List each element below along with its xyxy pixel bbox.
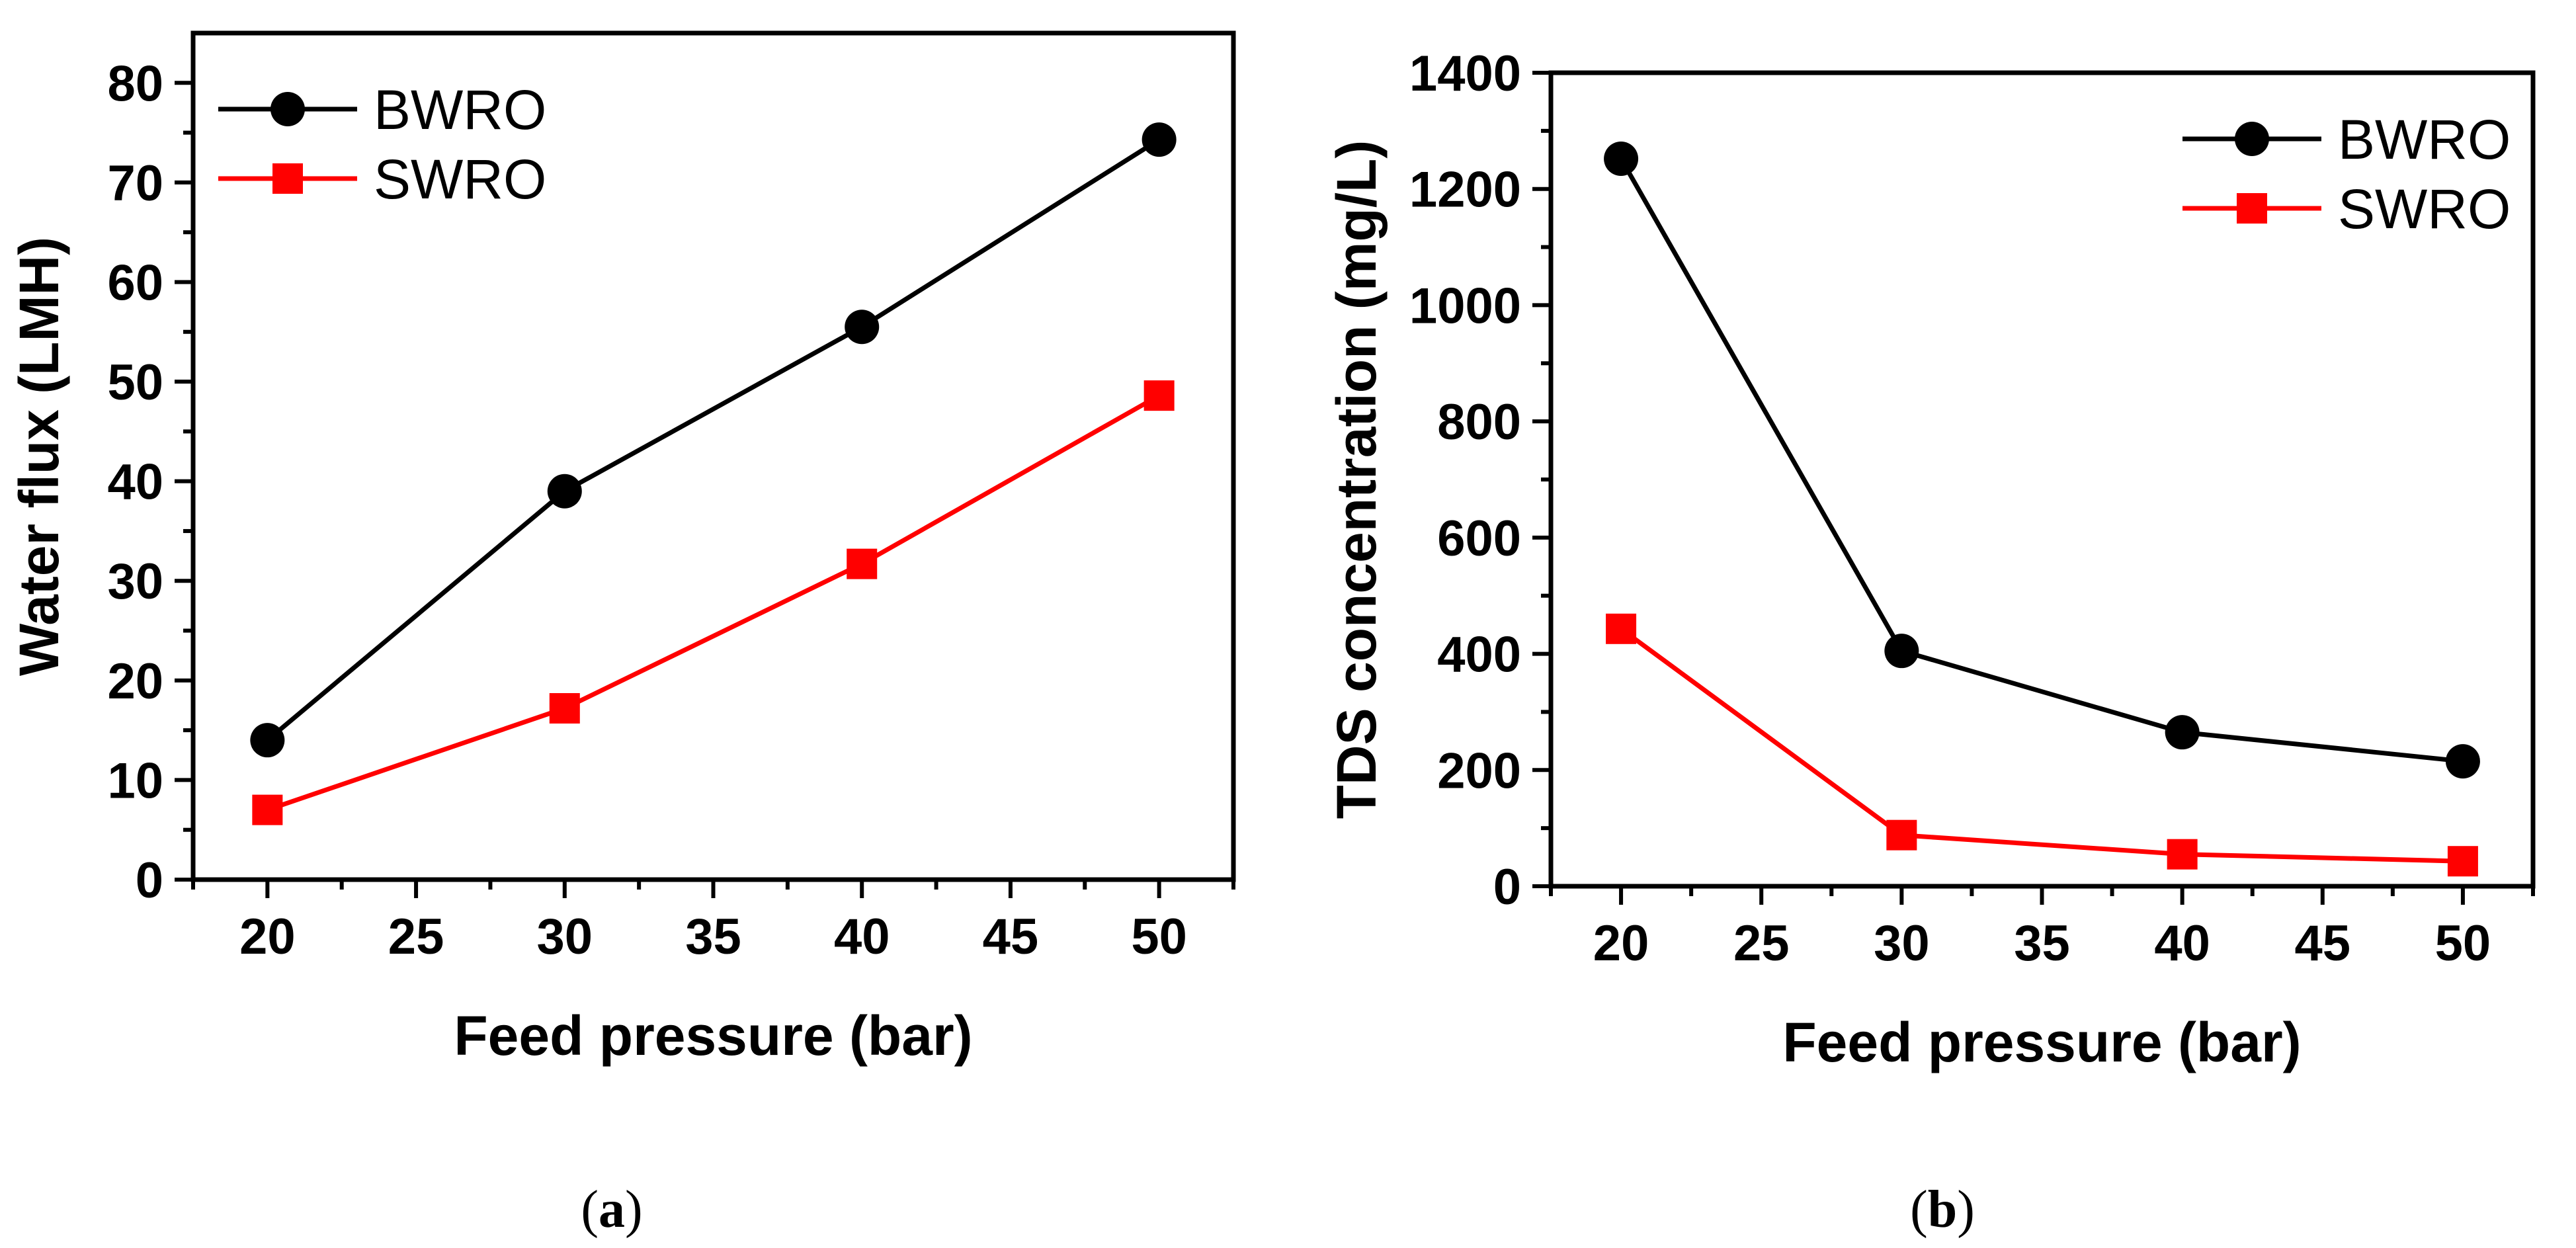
y-axis-title: TDS concentration (mg/L) xyxy=(1325,140,1388,819)
data-point-swro xyxy=(252,794,283,825)
legend-marker-swro xyxy=(2237,193,2267,224)
y-tick-label: 1000 xyxy=(1409,278,1521,334)
series-line-bwro xyxy=(1619,157,2464,764)
y-tick-label: 80 xyxy=(107,56,163,112)
data-point-bwro xyxy=(1884,634,1919,669)
legend-marker-bwro xyxy=(2235,122,2269,156)
x-tick-label: 45 xyxy=(983,909,1039,965)
legend-label-bwro: BWRO xyxy=(2338,108,2511,171)
legend-label-swro: SWRO xyxy=(374,148,546,210)
y-tick-label: 1200 xyxy=(1409,162,1521,218)
data-point-swro xyxy=(1606,613,1637,644)
panel-a: 20 25 30 35 40 45 50 0 10 20 30 40 50 60 70 80 Feed pres… xyxy=(8,30,1236,1239)
data-point-swro xyxy=(549,692,580,724)
x-tick-label: 35 xyxy=(685,909,741,965)
data-point-swro xyxy=(1886,819,1917,851)
data-point-swro xyxy=(847,548,878,579)
data-point-bwro xyxy=(2165,715,2200,750)
series-line-swro xyxy=(267,394,1161,812)
x-tick-label: 40 xyxy=(2154,915,2210,972)
x-tick-label: 25 xyxy=(1733,915,1790,972)
x-tick-label: 25 xyxy=(388,909,444,965)
x-tick-label: 50 xyxy=(1131,909,1187,965)
y-tick-label: 200 xyxy=(1437,743,1521,799)
y-tick-label: 60 xyxy=(107,255,163,311)
data-point-bwro xyxy=(845,310,880,345)
x-tick-label: 20 xyxy=(239,909,296,965)
y-tick-label: 40 xyxy=(107,454,163,511)
x-tick-label: 20 xyxy=(1593,915,1649,972)
data-point-swro xyxy=(1143,380,1175,411)
plot-frame xyxy=(190,30,1236,882)
data-point-bwro xyxy=(2445,744,2480,779)
x-tick-label: 35 xyxy=(2014,915,2070,972)
x-axis-title: Feed pressure (bar) xyxy=(454,1005,972,1067)
x-tick-label: 30 xyxy=(537,909,593,965)
panel-label: (b) xyxy=(1910,1181,1975,1239)
data-point-swro xyxy=(2447,846,2478,877)
x-tick-label: 40 xyxy=(834,909,890,965)
data-point-bwro xyxy=(1604,142,1639,177)
legend-label-bwro: BWRO xyxy=(374,79,546,141)
y-tick-label: 20 xyxy=(107,653,163,710)
x-tick-label: 45 xyxy=(2295,915,2351,972)
y-tick-label: 0 xyxy=(1493,859,1521,915)
series-line-bwro xyxy=(266,138,1161,742)
y-axis-title: Water flux (LMH) xyxy=(8,237,70,676)
y-tick-label: 800 xyxy=(1437,394,1521,450)
y-tick-label: 600 xyxy=(1437,511,1521,567)
data-point-swro xyxy=(2167,839,2198,870)
y-tick-label: 400 xyxy=(1437,627,1521,683)
x-axis-title: Feed pressure (bar) xyxy=(1782,1011,2301,1073)
x-tick-label: 50 xyxy=(2435,915,2491,972)
y-tick-label: 50 xyxy=(107,354,163,411)
data-point-bwro xyxy=(250,723,285,758)
y-tick-label: 10 xyxy=(107,753,163,809)
data-point-bwro xyxy=(547,474,582,509)
x-tick-label: 30 xyxy=(1874,915,1930,972)
data-point-bwro xyxy=(1142,122,1177,157)
legend-marker-swro xyxy=(272,163,303,194)
legend-marker-bwro xyxy=(270,92,305,126)
y-tick-label: 0 xyxy=(136,853,163,909)
y-tick-label: 30 xyxy=(107,554,163,610)
y-tick-label: 1400 xyxy=(1409,46,1521,102)
panel-label: (a) xyxy=(581,1181,642,1239)
legend-label-swro: SWRO xyxy=(2338,178,2511,240)
y-tick-label: 70 xyxy=(107,155,163,212)
panel-b: 20 25 30 35 40 45 50 0 200 400 600 800 1000 1200 1400 F… xyxy=(1325,46,2536,1239)
series-line-swro xyxy=(1619,626,2464,864)
